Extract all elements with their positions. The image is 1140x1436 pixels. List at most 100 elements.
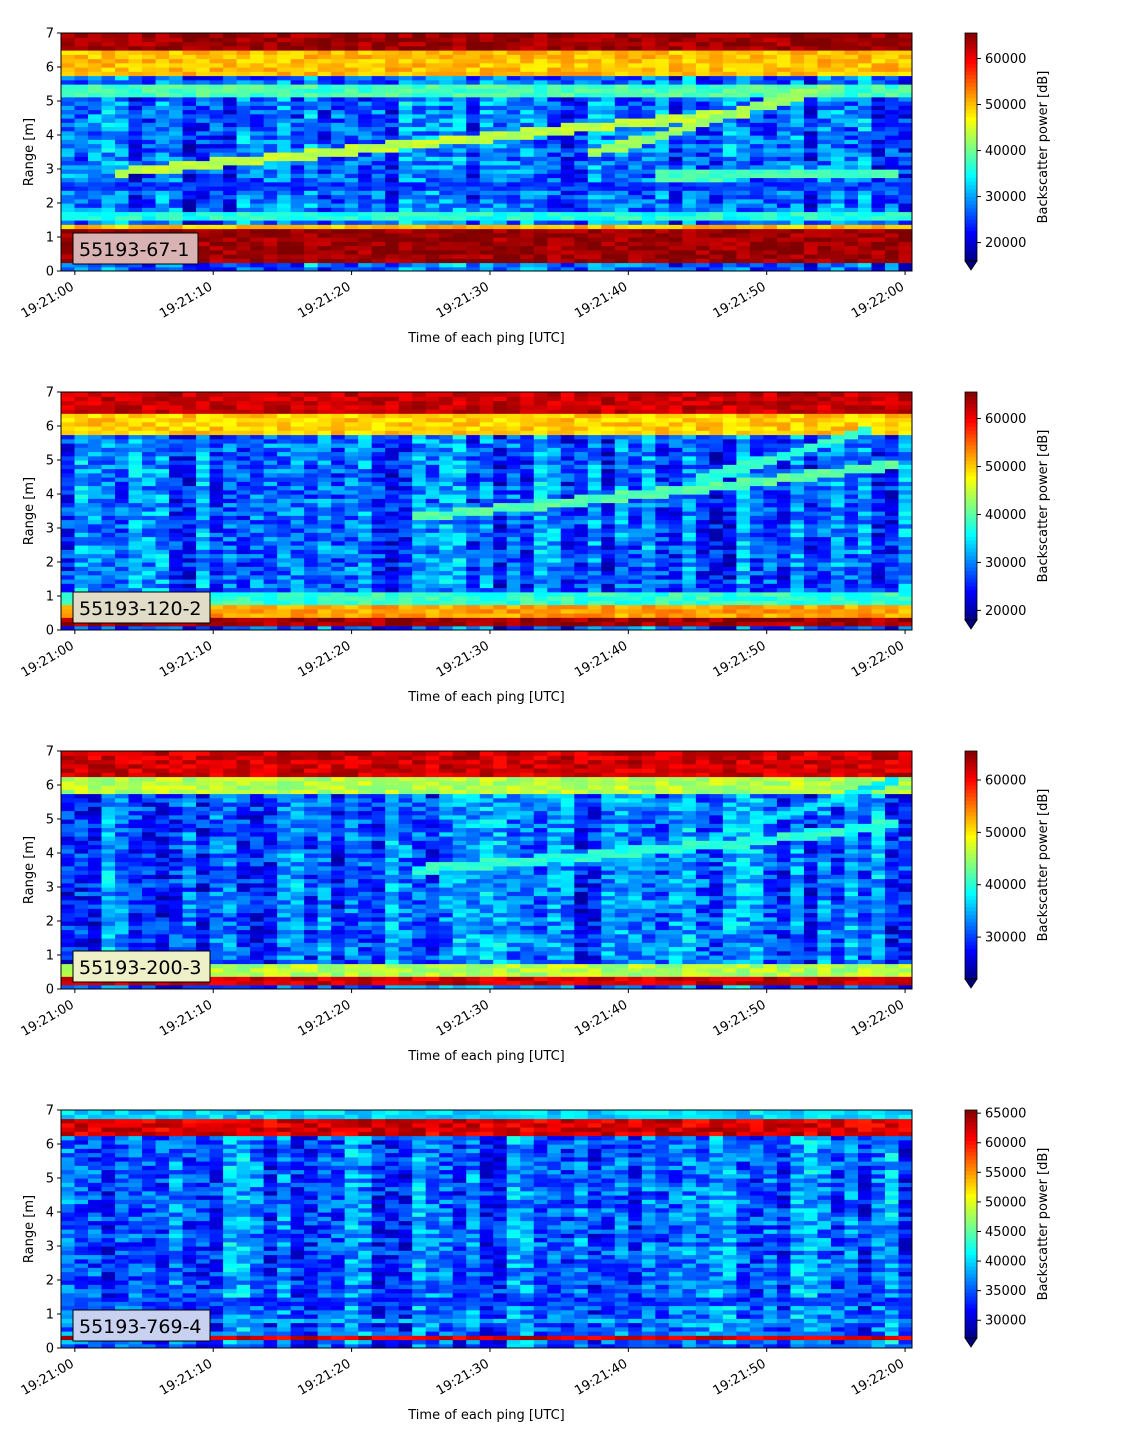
heatmap-cell xyxy=(358,438,373,444)
heatmap-cell xyxy=(169,169,184,174)
heatmap-cell xyxy=(790,135,805,140)
heatmap-cell xyxy=(601,177,616,183)
heatmap-cell xyxy=(169,262,184,268)
heatmap-cell xyxy=(115,494,130,499)
heatmap-cell xyxy=(223,130,238,136)
heatmap-cell xyxy=(412,156,427,162)
heatmap-cell xyxy=(668,164,683,170)
heatmap-cell xyxy=(223,477,238,482)
heatmap-cell xyxy=(628,54,643,60)
heatmap-cell xyxy=(587,160,602,166)
heatmap-cell xyxy=(182,58,197,64)
heatmap-cell xyxy=(479,258,494,264)
heatmap-cell xyxy=(128,130,143,136)
heatmap-cell xyxy=(344,92,359,98)
colorbar-segment xyxy=(965,93,977,99)
heatmap-cell xyxy=(317,438,332,444)
heatmap-cell xyxy=(803,160,819,166)
heatmap-cell xyxy=(236,536,251,542)
heatmap-cell xyxy=(196,430,211,436)
heatmap-cell xyxy=(506,118,521,123)
heatmap-cell xyxy=(682,232,697,238)
heatmap-cell xyxy=(209,139,224,145)
heatmap-cell xyxy=(628,249,643,255)
heatmap-cell xyxy=(196,498,211,504)
heatmap-cell xyxy=(871,96,886,102)
heatmap-cell xyxy=(196,254,211,259)
heatmap-cell xyxy=(223,617,238,623)
heatmap-cell xyxy=(520,71,535,77)
heatmap-cell xyxy=(722,79,737,85)
heatmap-cell xyxy=(452,58,467,64)
heatmap-cell xyxy=(223,417,238,423)
heatmap-cell xyxy=(236,249,251,255)
heatmap-cell xyxy=(371,477,386,482)
heatmap-cell xyxy=(371,617,386,623)
heatmap-cell xyxy=(209,75,224,81)
heatmap-cell xyxy=(628,237,643,242)
heatmap-cell xyxy=(371,67,386,72)
heatmap-cell xyxy=(398,266,413,271)
heatmap-cell xyxy=(520,262,535,268)
heatmap-cell xyxy=(142,194,157,200)
heatmap-cell xyxy=(74,67,89,72)
heatmap-cell xyxy=(277,37,292,43)
heatmap-cell xyxy=(817,245,832,251)
heatmap-cell xyxy=(74,224,89,230)
heatmap-cell xyxy=(317,84,332,89)
heatmap-cell xyxy=(371,596,386,601)
heatmap-cell xyxy=(142,574,157,580)
heatmap-cell xyxy=(682,186,697,191)
heatmap-cell xyxy=(628,88,643,94)
heatmap-cell xyxy=(344,498,359,504)
heatmap-cell xyxy=(142,506,157,512)
heatmap-cell xyxy=(371,421,386,427)
heatmap-cell xyxy=(709,258,724,264)
heatmap-cell xyxy=(466,232,481,238)
heatmap-cell xyxy=(425,156,440,162)
heatmap-cell xyxy=(263,143,278,149)
heatmap-cell xyxy=(209,540,224,546)
heatmap-cell xyxy=(641,186,656,191)
heatmap-cell xyxy=(520,118,535,123)
heatmap-cell xyxy=(803,152,819,157)
heatmap-cell xyxy=(803,215,819,221)
heatmap-cell xyxy=(695,258,710,264)
heatmap-cell xyxy=(358,591,373,597)
heatmap-cell xyxy=(466,67,481,72)
heatmap-cell xyxy=(317,135,332,140)
heatmap-cell xyxy=(358,211,373,217)
heatmap-cell xyxy=(857,147,873,153)
heatmap-cell xyxy=(128,109,143,115)
heatmap-cell xyxy=(250,228,265,234)
heatmap-cell xyxy=(385,198,400,204)
heatmap-cell xyxy=(533,254,548,259)
heatmap-cell xyxy=(182,553,197,559)
heatmap-cell xyxy=(331,254,346,259)
heatmap-cell xyxy=(844,101,859,106)
heatmap-cell xyxy=(331,477,346,482)
heatmap-cell xyxy=(871,71,886,77)
heatmap-cell xyxy=(560,118,575,123)
heatmap-cell xyxy=(601,266,616,271)
heatmap-cell xyxy=(142,468,157,474)
heatmap-cell xyxy=(304,506,319,512)
heatmap-cell xyxy=(587,164,602,170)
heatmap-cell xyxy=(169,562,184,567)
heatmap-cell xyxy=(304,617,319,623)
heatmap-cell xyxy=(101,164,116,170)
heatmap-cell xyxy=(385,92,400,98)
heatmap-cell xyxy=(142,625,157,630)
heatmap-cell xyxy=(358,237,373,242)
heatmap-cell xyxy=(385,126,400,132)
heatmap-cell xyxy=(682,266,697,271)
heatmap-cell xyxy=(871,164,886,170)
heatmap-cell xyxy=(655,173,670,179)
heatmap-cell xyxy=(223,604,238,610)
heatmap-cell xyxy=(817,152,832,157)
heatmap-cell xyxy=(641,266,656,271)
heatmap-cell xyxy=(817,54,832,60)
heatmap-cell xyxy=(506,211,521,217)
heatmap-cell xyxy=(236,498,251,504)
heatmap-cell xyxy=(358,203,373,208)
